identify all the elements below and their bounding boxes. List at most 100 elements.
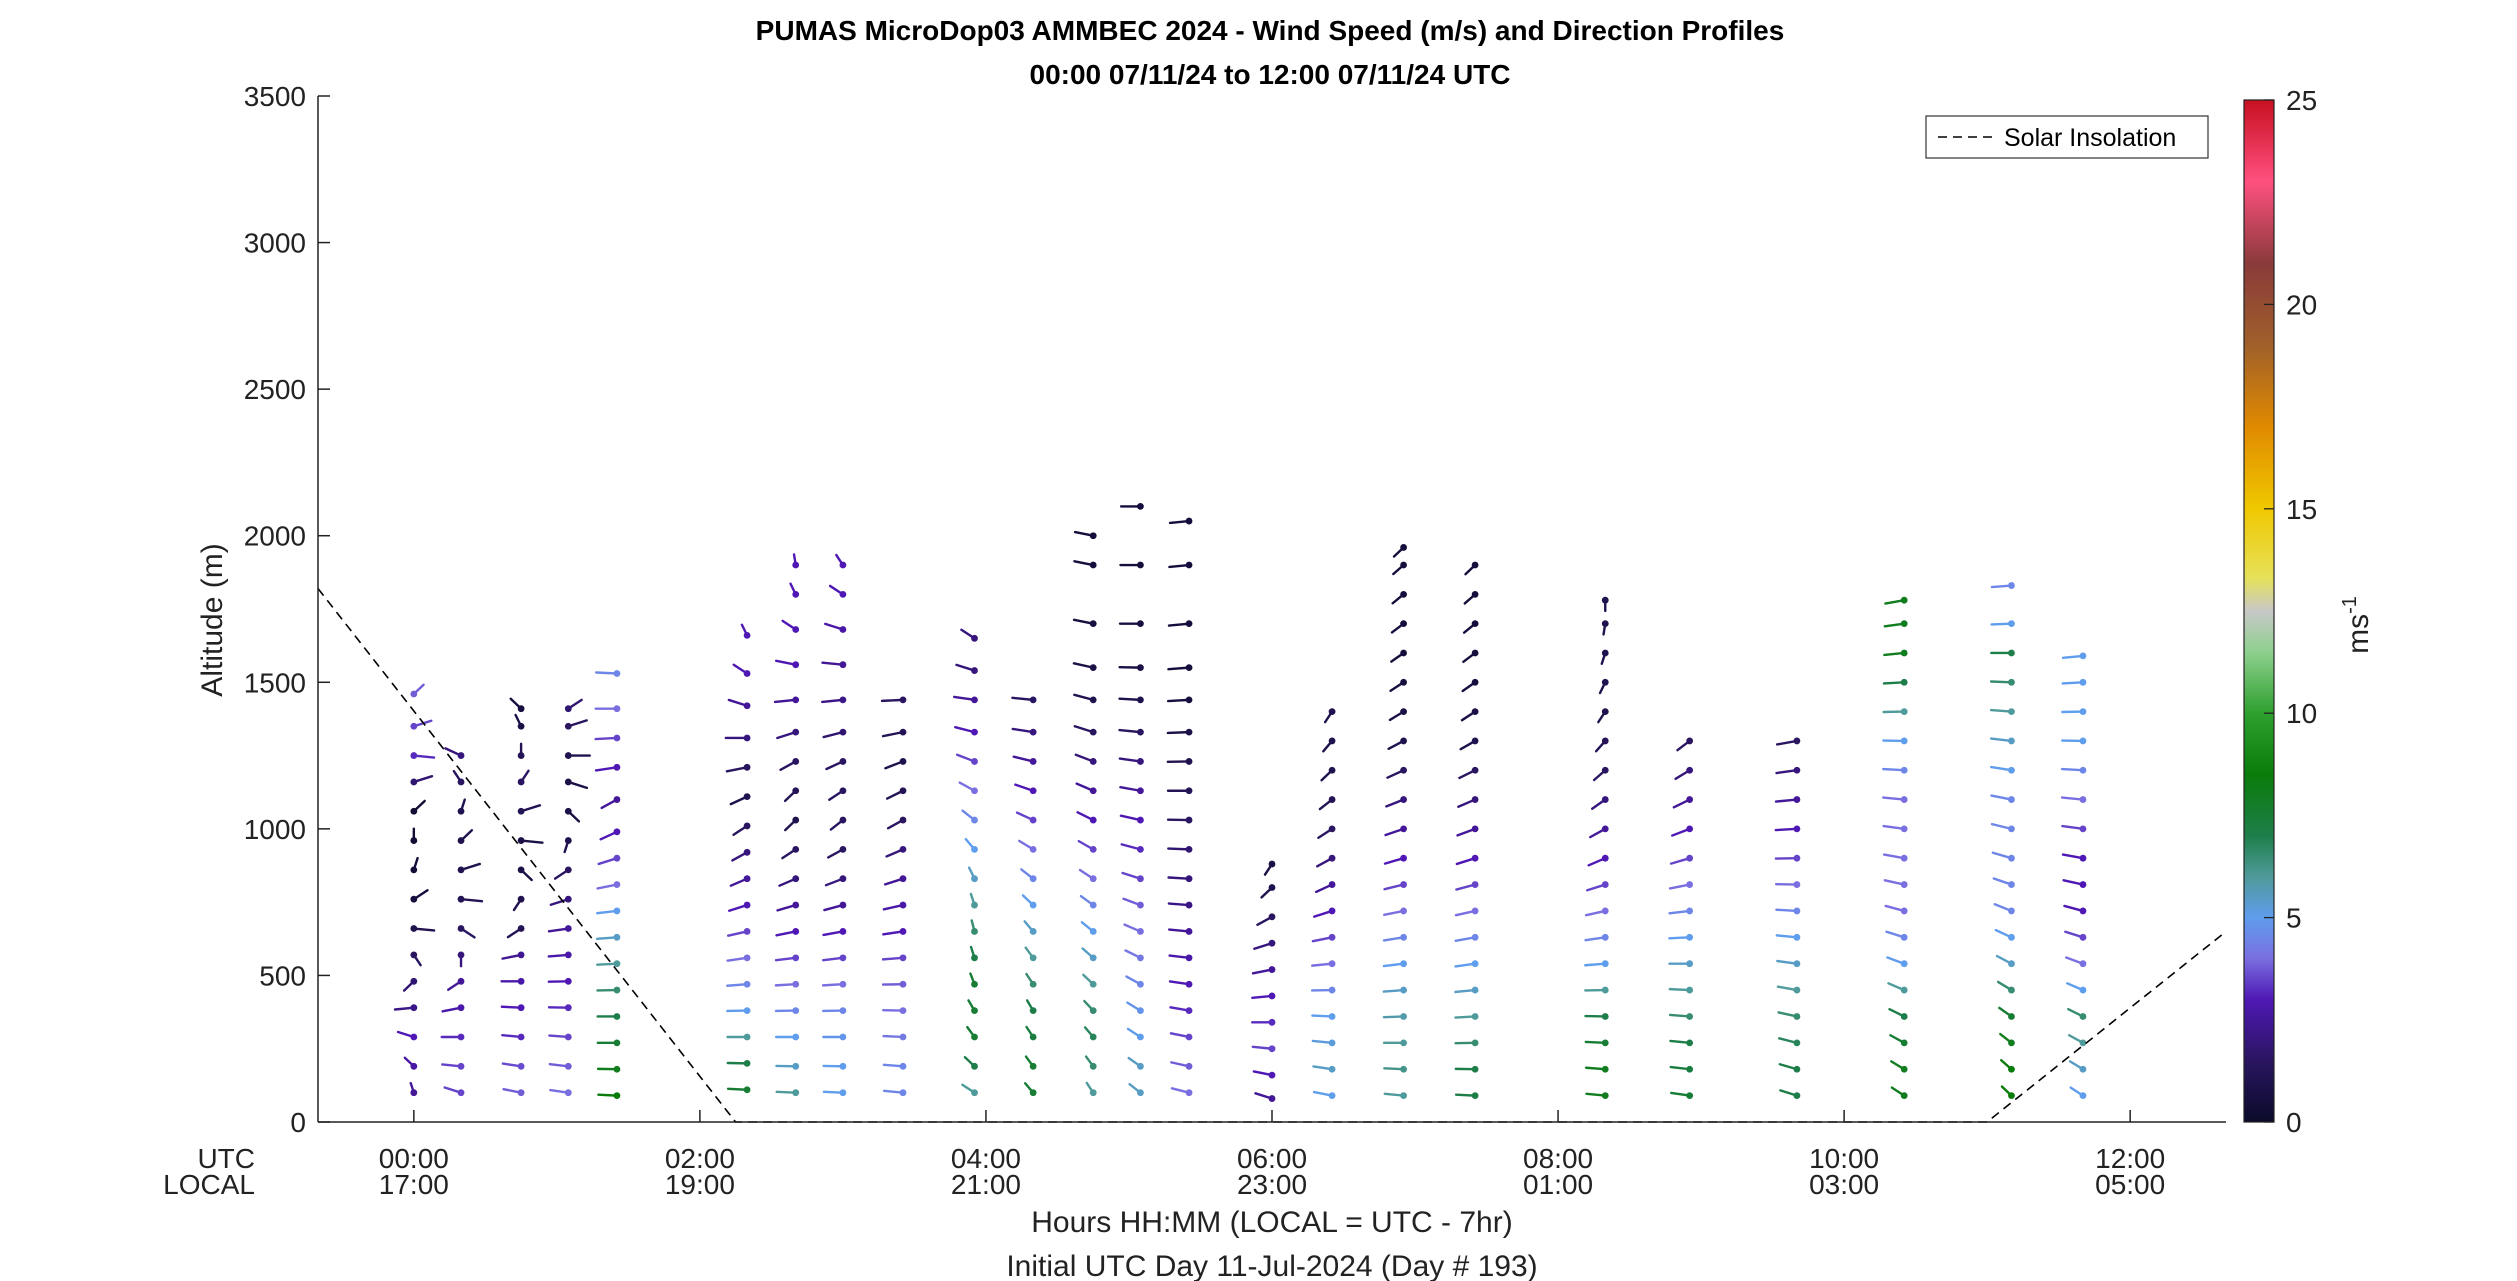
chart-titles: PUMAS MicroDop03 AMMBEC 2024 - Wind Spee… [756, 15, 1785, 90]
wind-barb-22-14 [1989, 708, 2013, 713]
wind-point-10-10 [1029, 816, 1037, 824]
wind-point-23-10 [2079, 825, 2087, 833]
x-tick-label-local: 19:00 [665, 1169, 735, 1200]
wind-point-20-8 [1793, 881, 1801, 888]
solar-insolation-line [317, 588, 2227, 1123]
wind-barb-21-12 [1882, 767, 1906, 772]
wind-point-7-3 [839, 1007, 847, 1015]
wind-point-7-0 [839, 1089, 847, 1097]
wind-point-15-7 [1328, 907, 1336, 915]
wind-point-23-3 [2079, 1013, 2087, 1020]
wind-point-21-5 [1900, 960, 1908, 968]
wind-point-9-16 [971, 634, 978, 642]
y-tick-label: 1000 [244, 814, 306, 845]
wind-point-2-9 [517, 837, 525, 844]
wind-point-13-9 [1185, 845, 1193, 853]
wind-point-15-4 [1328, 986, 1336, 994]
wind-point-15-1 [1328, 1065, 1336, 1073]
wind-point-5-15 [743, 670, 751, 677]
x-tick-label-utc: 10:00 [1809, 1143, 1879, 1174]
wind-point-8-14 [899, 696, 907, 704]
y-tick-label: 500 [259, 960, 306, 991]
wind-point-11-12 [1089, 758, 1097, 765]
wind-point-12-6 [1137, 928, 1144, 935]
wind-point-20-5 [1793, 960, 1801, 968]
wind-point-21-17 [1900, 620, 1908, 628]
wind-point-16-5 [1400, 960, 1407, 968]
wind-point-17-2 [1471, 1039, 1479, 1047]
wind-point-6-0 [792, 1089, 800, 1097]
wind-point-15-2 [1328, 1039, 1336, 1047]
wind-point-21-9 [1900, 854, 1908, 862]
wind-point-3-6 [564, 925, 572, 932]
y-tick-label: 1500 [244, 667, 306, 698]
utc-row-label: UTC [197, 1143, 255, 1174]
wind-point-6-4 [792, 980, 800, 988]
wind-point-1-3 [457, 1004, 465, 1012]
wind-barb-20-10 [1774, 827, 1799, 832]
wind-barb-21-10 [1882, 824, 1906, 831]
wind-point-18-10 [1601, 825, 1609, 833]
wind-point-21-6 [1900, 933, 1908, 941]
wind-point-15-8 [1328, 881, 1336, 888]
wind-point-23-0 [2079, 1092, 2087, 1100]
wind-point-8-5 [899, 954, 907, 962]
wind-point-9-0 [971, 1089, 978, 1097]
wind-point-22-9 [2008, 854, 2015, 862]
wind-point-16-12 [1400, 766, 1407, 774]
wind-point-16-17 [1400, 620, 1407, 628]
wind-barb-1-7 [459, 898, 484, 903]
wind-barb-6-14 [773, 698, 797, 704]
wind-point-6-12 [792, 758, 800, 765]
wind-point-9-2 [971, 1033, 978, 1041]
wind-point-20-9 [1793, 854, 1801, 862]
wind-point-13-15 [1185, 664, 1193, 672]
wind-point-7-17 [839, 590, 847, 598]
wind-point-14-2 [1268, 1045, 1276, 1053]
wind-point-2-5 [517, 951, 525, 959]
local-row-label: LOCAL [163, 1169, 255, 1200]
wind-point-3-1 [564, 1062, 572, 1070]
wind-point-1-7 [457, 895, 465, 903]
wind-point-0-3 [410, 1004, 418, 1012]
wind-point-10-2 [1029, 1033, 1037, 1041]
wind-barb-23-11 [2060, 796, 2085, 801]
wind-point-19-3 [1686, 1013, 1694, 1020]
wind-point-20-7 [1793, 907, 1801, 915]
wind-point-3-14 [564, 705, 572, 713]
colorbar-tick-label: 15 [2286, 494, 2317, 525]
wind-point-22-12 [2008, 766, 2015, 774]
wind-barb-22-13 [1989, 737, 2013, 743]
legend-label-solar: Solar Insolation [2004, 124, 2176, 152]
wind-point-5-10 [743, 822, 751, 830]
wind-point-14-8 [1268, 884, 1276, 891]
wind-point-13-16 [1185, 620, 1193, 628]
wind-point-0-5 [410, 951, 418, 959]
wind-point-16-14 [1400, 708, 1407, 715]
colorbar-tick-label: 20 [2286, 289, 2317, 320]
wind-point-11-2 [1089, 1033, 1097, 1041]
colorbar-tick-label: 0 [2286, 1107, 2302, 1138]
wind-point-0-8 [410, 866, 418, 874]
wind-point-9-4 [971, 980, 978, 988]
wind-point-15-3 [1328, 1013, 1336, 1020]
wind-point-1-10 [457, 807, 465, 815]
wind-point-2-13 [517, 722, 525, 730]
wind-point-22-10 [2008, 825, 2015, 833]
wind-barb-13-13 [1166, 730, 1191, 735]
wind-point-23-1 [2079, 1065, 2087, 1073]
wind-point-8-10 [899, 816, 907, 824]
wind-point-21-16 [1900, 649, 1908, 657]
wind-barb-22-12 [1990, 765, 2013, 772]
wind-point-21-1 [1900, 1065, 1908, 1073]
wind-point-10-0 [1029, 1089, 1037, 1097]
wind-point-18-4 [1601, 986, 1609, 994]
wind-barb-8-14 [880, 698, 905, 703]
wind-point-10-1 [1029, 1062, 1037, 1070]
wind-point-1-1 [457, 1062, 465, 1070]
wind-point-22-14 [2008, 708, 2015, 715]
wind-point-19-1 [1686, 1065, 1694, 1073]
x-tick-label-local: 17:00 [379, 1169, 449, 1200]
wind-point-5-12 [743, 763, 751, 771]
